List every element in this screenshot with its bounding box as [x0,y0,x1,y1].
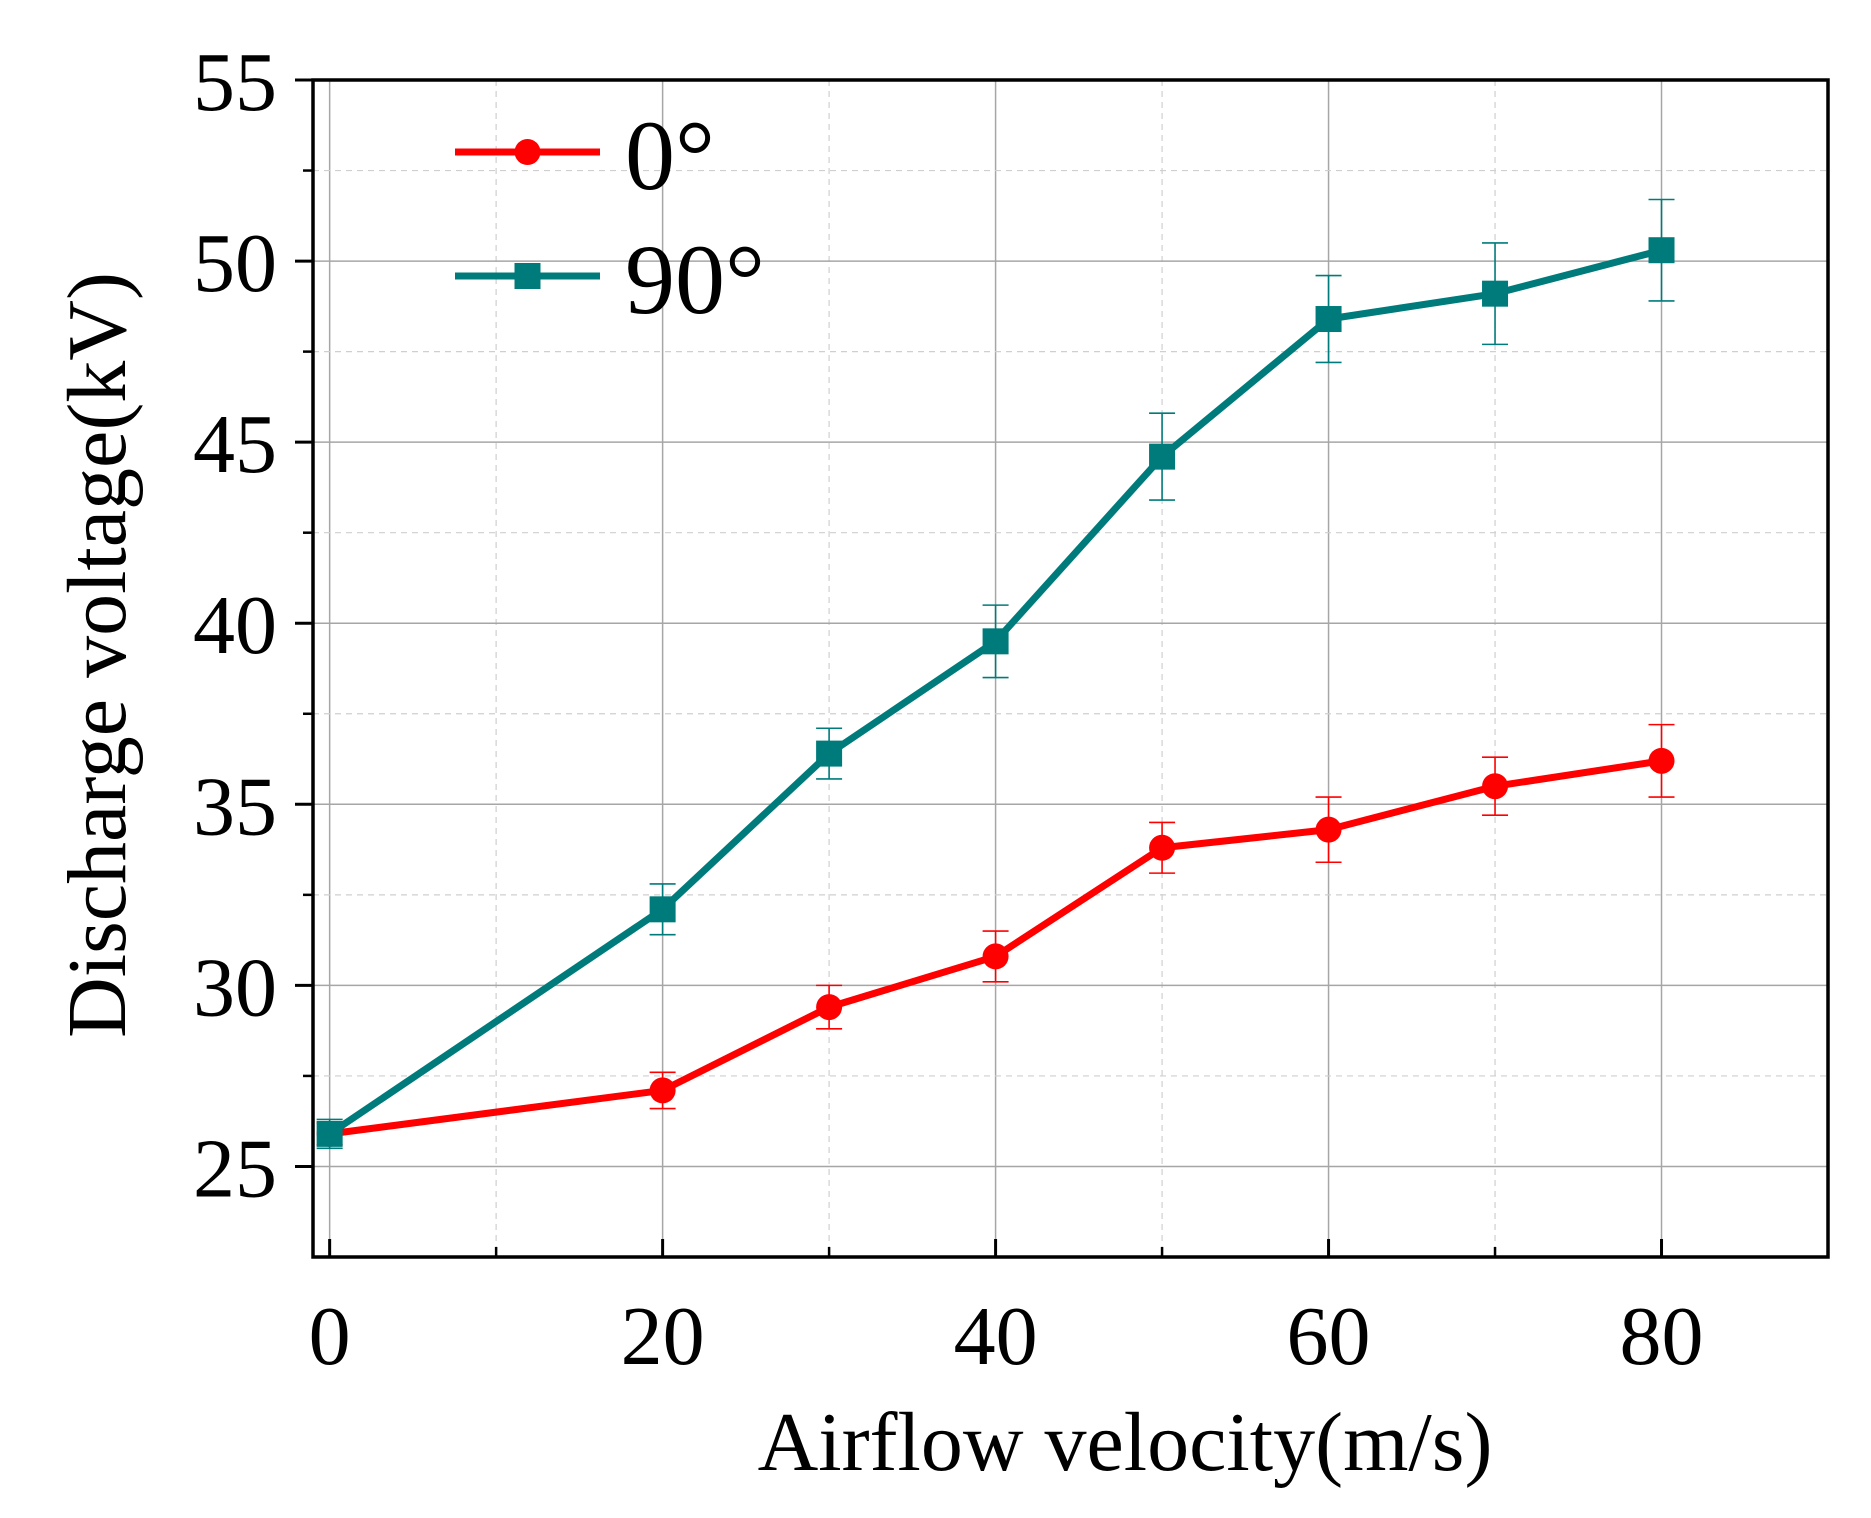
y-axis-label: Discharge voltage(kV) [51,272,144,1038]
data-point [1315,816,1342,843]
data-point [649,896,676,923]
series-line [327,246,1663,1137]
y-tick-label: 50 [193,217,277,310]
legend-item: 90° [455,224,765,335]
series-group [316,198,1675,1150]
data-point [816,740,843,767]
legend-label: 0° [625,100,715,211]
y-tick-label: 40 [193,579,277,672]
y-tick-label: 55 [193,36,277,129]
x-tick-label: 40 [954,1290,1038,1383]
axes: 25 30 35 40 45 50 55 0 20 40 60 80 [193,36,1830,1383]
legend-marker [514,263,541,289]
y-tick-label: 45 [193,398,277,491]
data-point [1315,306,1342,333]
data-point [816,994,843,1021]
x-axis-label: Airflow velocity(m/s) [758,1396,1493,1489]
legend-label: 90° [625,224,765,335]
x-tick-label: 20 [621,1290,705,1383]
data-point [316,1120,343,1147]
legend-marker [514,139,541,165]
series-90deg [316,198,1675,1150]
x-tick-label: 0 [309,1290,351,1383]
data-point [1648,237,1675,264]
x-tick-label: 80 [1620,1290,1704,1383]
data-point [1482,280,1509,307]
data-point [982,943,1009,970]
data-point [1648,747,1675,774]
legend: 0°90° [455,100,765,335]
series-line [329,757,1663,1138]
grid [313,79,1828,1257]
plot-frame [311,78,1830,1259]
y-tick-label: 25 [193,1122,277,1215]
data-point [649,1077,676,1104]
data-point [982,628,1009,655]
y-tick-label: 30 [193,941,277,1034]
x-tick-label: 60 [1287,1290,1371,1383]
y-tick-label: 35 [193,760,277,853]
data-point [1482,773,1509,800]
data-point [1149,443,1176,470]
data-point [1149,834,1176,861]
legend-item: 0° [455,100,715,211]
